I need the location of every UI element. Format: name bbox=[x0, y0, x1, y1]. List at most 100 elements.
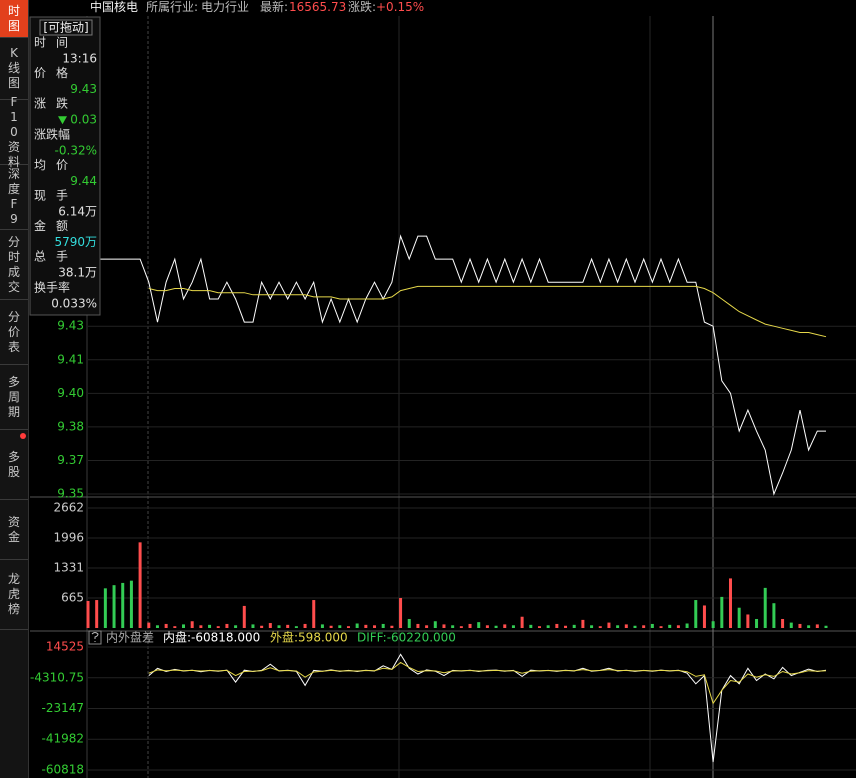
tab-label: 时图 bbox=[7, 3, 20, 33]
volume-bar bbox=[208, 624, 212, 628]
change: +0.15% bbox=[376, 0, 424, 14]
tooltip-value: 13:16 bbox=[62, 52, 97, 66]
sidebar-tab[interactable]: 时图 bbox=[0, 0, 28, 38]
tooltip-label: 现手 bbox=[34, 189, 78, 203]
tooltip-value: 9.44 bbox=[70, 174, 97, 188]
volume-bar bbox=[485, 625, 489, 628]
volume-bar bbox=[277, 625, 281, 628]
tooltip-value: 6.14万 bbox=[58, 205, 97, 219]
volume-bar bbox=[95, 600, 99, 628]
volume-bar bbox=[381, 623, 385, 628]
sidebar-tab[interactable]: 深度F9 bbox=[0, 165, 28, 230]
series-line bbox=[148, 285, 827, 338]
tooltip-value: 9.43 bbox=[70, 82, 97, 96]
notify-dot bbox=[20, 433, 26, 439]
sidebar-tab[interactable]: 分价表 bbox=[0, 300, 28, 365]
latest-label: 最新: bbox=[260, 0, 288, 14]
sidebar-tab[interactable]: 多周期 bbox=[0, 365, 28, 430]
volume-bar bbox=[503, 624, 507, 628]
legend-entry: DIFF:-60220.000 bbox=[357, 631, 456, 645]
tooltip-value: -0.32% bbox=[55, 143, 97, 157]
volume-bar bbox=[251, 624, 255, 628]
volume-bar bbox=[624, 624, 628, 628]
volume-bar bbox=[138, 542, 142, 628]
volume-bar bbox=[416, 623, 420, 628]
volume-bar bbox=[425, 625, 429, 628]
volume-bar bbox=[103, 588, 107, 628]
help-glyph bbox=[91, 632, 99, 642]
volume-bar bbox=[720, 596, 724, 628]
volume-bar bbox=[598, 626, 602, 628]
sidebar-tab[interactable]: 多股 bbox=[0, 430, 28, 500]
volume-bar bbox=[155, 625, 159, 628]
tooltip-value: 0.033% bbox=[51, 296, 97, 310]
volume-bar bbox=[468, 623, 472, 628]
sidebar-tab[interactable]: 分时成交 bbox=[0, 230, 28, 300]
y-tick-label: 1331 bbox=[53, 561, 84, 575]
volume-bar bbox=[286, 624, 290, 628]
volume-bar bbox=[164, 623, 168, 628]
volume-bar bbox=[781, 618, 785, 628]
volume-bar bbox=[121, 582, 125, 628]
volume-bar bbox=[407, 618, 411, 628]
volume-bar bbox=[616, 625, 620, 628]
volume-bar bbox=[529, 624, 533, 628]
volume-bar bbox=[225, 623, 229, 628]
volume-bar bbox=[459, 626, 463, 628]
y-tick-label: 9.41 bbox=[57, 352, 84, 366]
volume-bar bbox=[216, 626, 220, 628]
industry: 电力行业 bbox=[201, 0, 249, 14]
volume-bar bbox=[242, 605, 246, 628]
volume-bar bbox=[798, 623, 802, 628]
volume-bar bbox=[86, 600, 90, 628]
help-icon[interactable] bbox=[88, 630, 102, 645]
sidebar-tab[interactable]: F10资料 bbox=[0, 95, 28, 169]
tab-label: 龙虎榜 bbox=[7, 572, 20, 616]
y-tick-label: -4310.75 bbox=[30, 670, 84, 684]
volume-bar bbox=[182, 624, 186, 628]
volume-bar bbox=[789, 622, 793, 628]
header: 中国核电 所属行业: 电力行业 最新: 16565.73 涨跌: +0.15% bbox=[90, 0, 424, 14]
y-tick-label: 9.40 bbox=[57, 386, 84, 400]
change-label: 涨跌: bbox=[348, 0, 376, 14]
sidebar-tab[interactable]: 龙虎榜 bbox=[0, 560, 28, 630]
sidebar-tab[interactable]: K线图 bbox=[0, 38, 28, 100]
volume-bar bbox=[564, 625, 568, 628]
y-tick-label: 665 bbox=[61, 591, 84, 605]
volume-bar bbox=[312, 600, 316, 628]
y-tick-label: 14525 bbox=[46, 640, 84, 654]
tooltip-label: 总手 bbox=[34, 250, 78, 264]
volume-bar bbox=[320, 624, 324, 628]
tooltip-box bbox=[29, 16, 101, 316]
volume-bar bbox=[737, 607, 741, 628]
tab-label: 分价表 bbox=[7, 309, 20, 354]
volume-bar bbox=[607, 622, 611, 628]
y-tick-label: -60818 bbox=[41, 763, 84, 777]
volume-bar bbox=[546, 625, 550, 628]
volume-bar bbox=[555, 623, 559, 628]
y-tick-label: 9.37 bbox=[57, 453, 84, 467]
tooltip-label: 涨跌幅 bbox=[34, 126, 70, 141]
volume-bar bbox=[112, 585, 116, 628]
volume-bar bbox=[659, 626, 663, 628]
volume-bar bbox=[668, 624, 672, 628]
volume-bar bbox=[772, 603, 776, 628]
volume-bar bbox=[676, 625, 680, 628]
volume-bar bbox=[303, 623, 307, 628]
tab-label: F10资料 bbox=[7, 94, 20, 169]
volume-bar bbox=[234, 625, 238, 628]
volume-bar bbox=[572, 624, 576, 628]
legend-entry: 内盘:-60818.000 bbox=[163, 630, 260, 645]
volume-bar bbox=[390, 625, 394, 628]
tooltip-label: 换手率 bbox=[34, 279, 70, 294]
sidebar-tab[interactable]: 资金 bbox=[0, 500, 28, 560]
volume-bar bbox=[633, 625, 637, 628]
tab-label: 多周期 bbox=[7, 374, 20, 419]
tooltip-label: 涨跌 bbox=[34, 96, 78, 111]
volume-bar bbox=[433, 621, 437, 628]
indicator-name: 内外盘差 bbox=[106, 630, 154, 645]
volume-bar bbox=[755, 618, 759, 628]
volume-bar bbox=[824, 625, 828, 628]
